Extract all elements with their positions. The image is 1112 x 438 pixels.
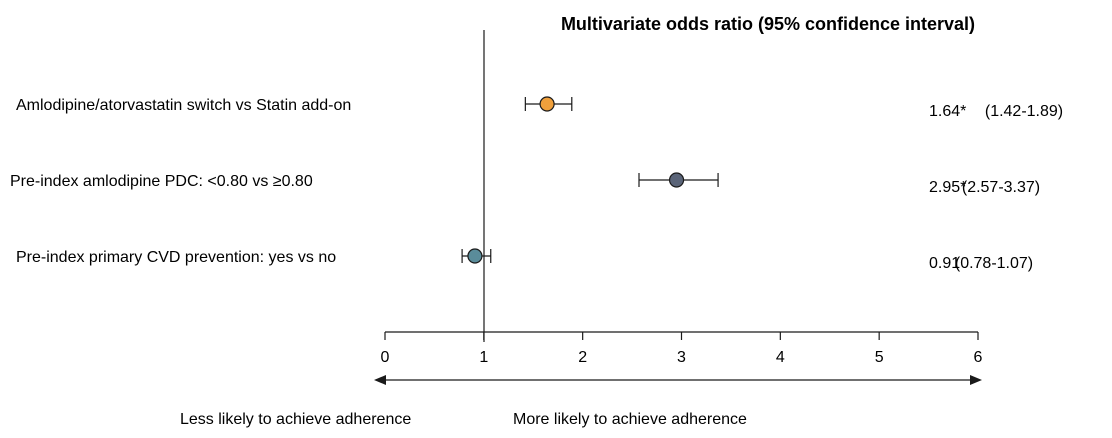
odds-ratio-point (668, 172, 685, 188)
row-label: Pre-index amlodipine PDC: <0.80 vs ≥0.80 (10, 173, 313, 190)
x-tick-label: 6 (974, 349, 983, 366)
forest-row: Pre-index amlodipine PDC: <0.80 vs ≥0.80… (10, 172, 1040, 196)
x-tick-label: 4 (776, 349, 785, 366)
odds-ratio-value: 2.95* (929, 179, 966, 196)
chart-title: Multivariate odds ratio (95% confidence … (561, 14, 975, 34)
arrow-right-head (970, 375, 982, 385)
arrow-left-head (374, 375, 386, 385)
direction-arrow (374, 375, 982, 385)
x-tick-label: 5 (875, 349, 884, 366)
odds-ratio-point (467, 248, 483, 264)
confidence-interval-value: (1.42-1.89) (985, 103, 1063, 120)
odds-ratio-value: 1.64* (929, 103, 966, 120)
x-axis: 0 1 2 3 4 5 6 (381, 331, 983, 366)
odds-ratio-value: 0.91 (929, 255, 960, 272)
row-label: Pre-index primary CVD prevention: yes vs… (16, 249, 336, 266)
direction-label-left: Less likely to achieve adherence (180, 411, 411, 428)
direction-label-right: More likely to achieve adherence (513, 411, 747, 428)
confidence-interval-value: (0.78-1.07) (955, 255, 1033, 272)
rows-group: Amlodipine/atorvastatin switch vs Statin… (10, 96, 1063, 272)
forest-row: Pre-index primary CVD prevention: yes vs… (16, 248, 1033, 272)
x-tick-label: 2 (578, 349, 587, 366)
confidence-interval-value: (2.57-3.37) (962, 179, 1040, 196)
row-label: Amlodipine/atorvastatin switch vs Statin… (16, 97, 351, 114)
forest-row: Amlodipine/atorvastatin switch vs Statin… (16, 96, 1063, 120)
x-tick-label: 0 (381, 349, 390, 366)
odds-ratio-point (539, 96, 555, 112)
x-tick-label: 3 (677, 349, 686, 366)
x-tick-label: 1 (479, 349, 488, 366)
